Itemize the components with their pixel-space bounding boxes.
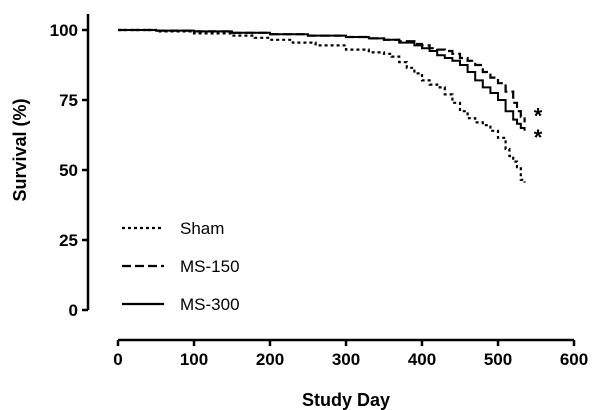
y-tick-label: 25: [59, 231, 78, 250]
x-tick-label: 600: [560, 350, 588, 369]
x-tick-label: 400: [408, 350, 436, 369]
legend-label-ms-300: MS-300: [180, 295, 240, 314]
y-tick-label: 0: [69, 301, 78, 320]
y-tick-label: 100: [50, 21, 78, 40]
x-tick-label: 0: [113, 350, 122, 369]
x-tick-label: 200: [256, 350, 284, 369]
axes-layer: 0 25 50 75 100 0 100 200 300 400 500 600: [50, 14, 588, 369]
x-tick-label: 300: [332, 350, 360, 369]
x-tick-label: 500: [484, 350, 512, 369]
series-line-ms-300: [118, 29, 526, 131]
annotations-layer: **: [534, 104, 543, 150]
y-tick-label: 75: [59, 91, 78, 110]
series-lines-layer: [118, 28, 526, 183]
significance-asterisk: *: [534, 104, 543, 129]
x-tick-label: 100: [180, 350, 208, 369]
significance-asterisk: *: [534, 125, 543, 150]
legend-label-sham: Sham: [180, 219, 224, 238]
x-axis-title: Study Day: [302, 390, 390, 410]
legend-label-ms-150: MS-150: [180, 257, 240, 276]
series-line-sham: [118, 28, 526, 183]
y-tick-label: 50: [59, 161, 78, 180]
y-axis-title: Survival (%): [10, 98, 30, 201]
series-line-ms-150: [118, 28, 526, 123]
legend: Sham MS-150 MS-300: [122, 219, 240, 314]
